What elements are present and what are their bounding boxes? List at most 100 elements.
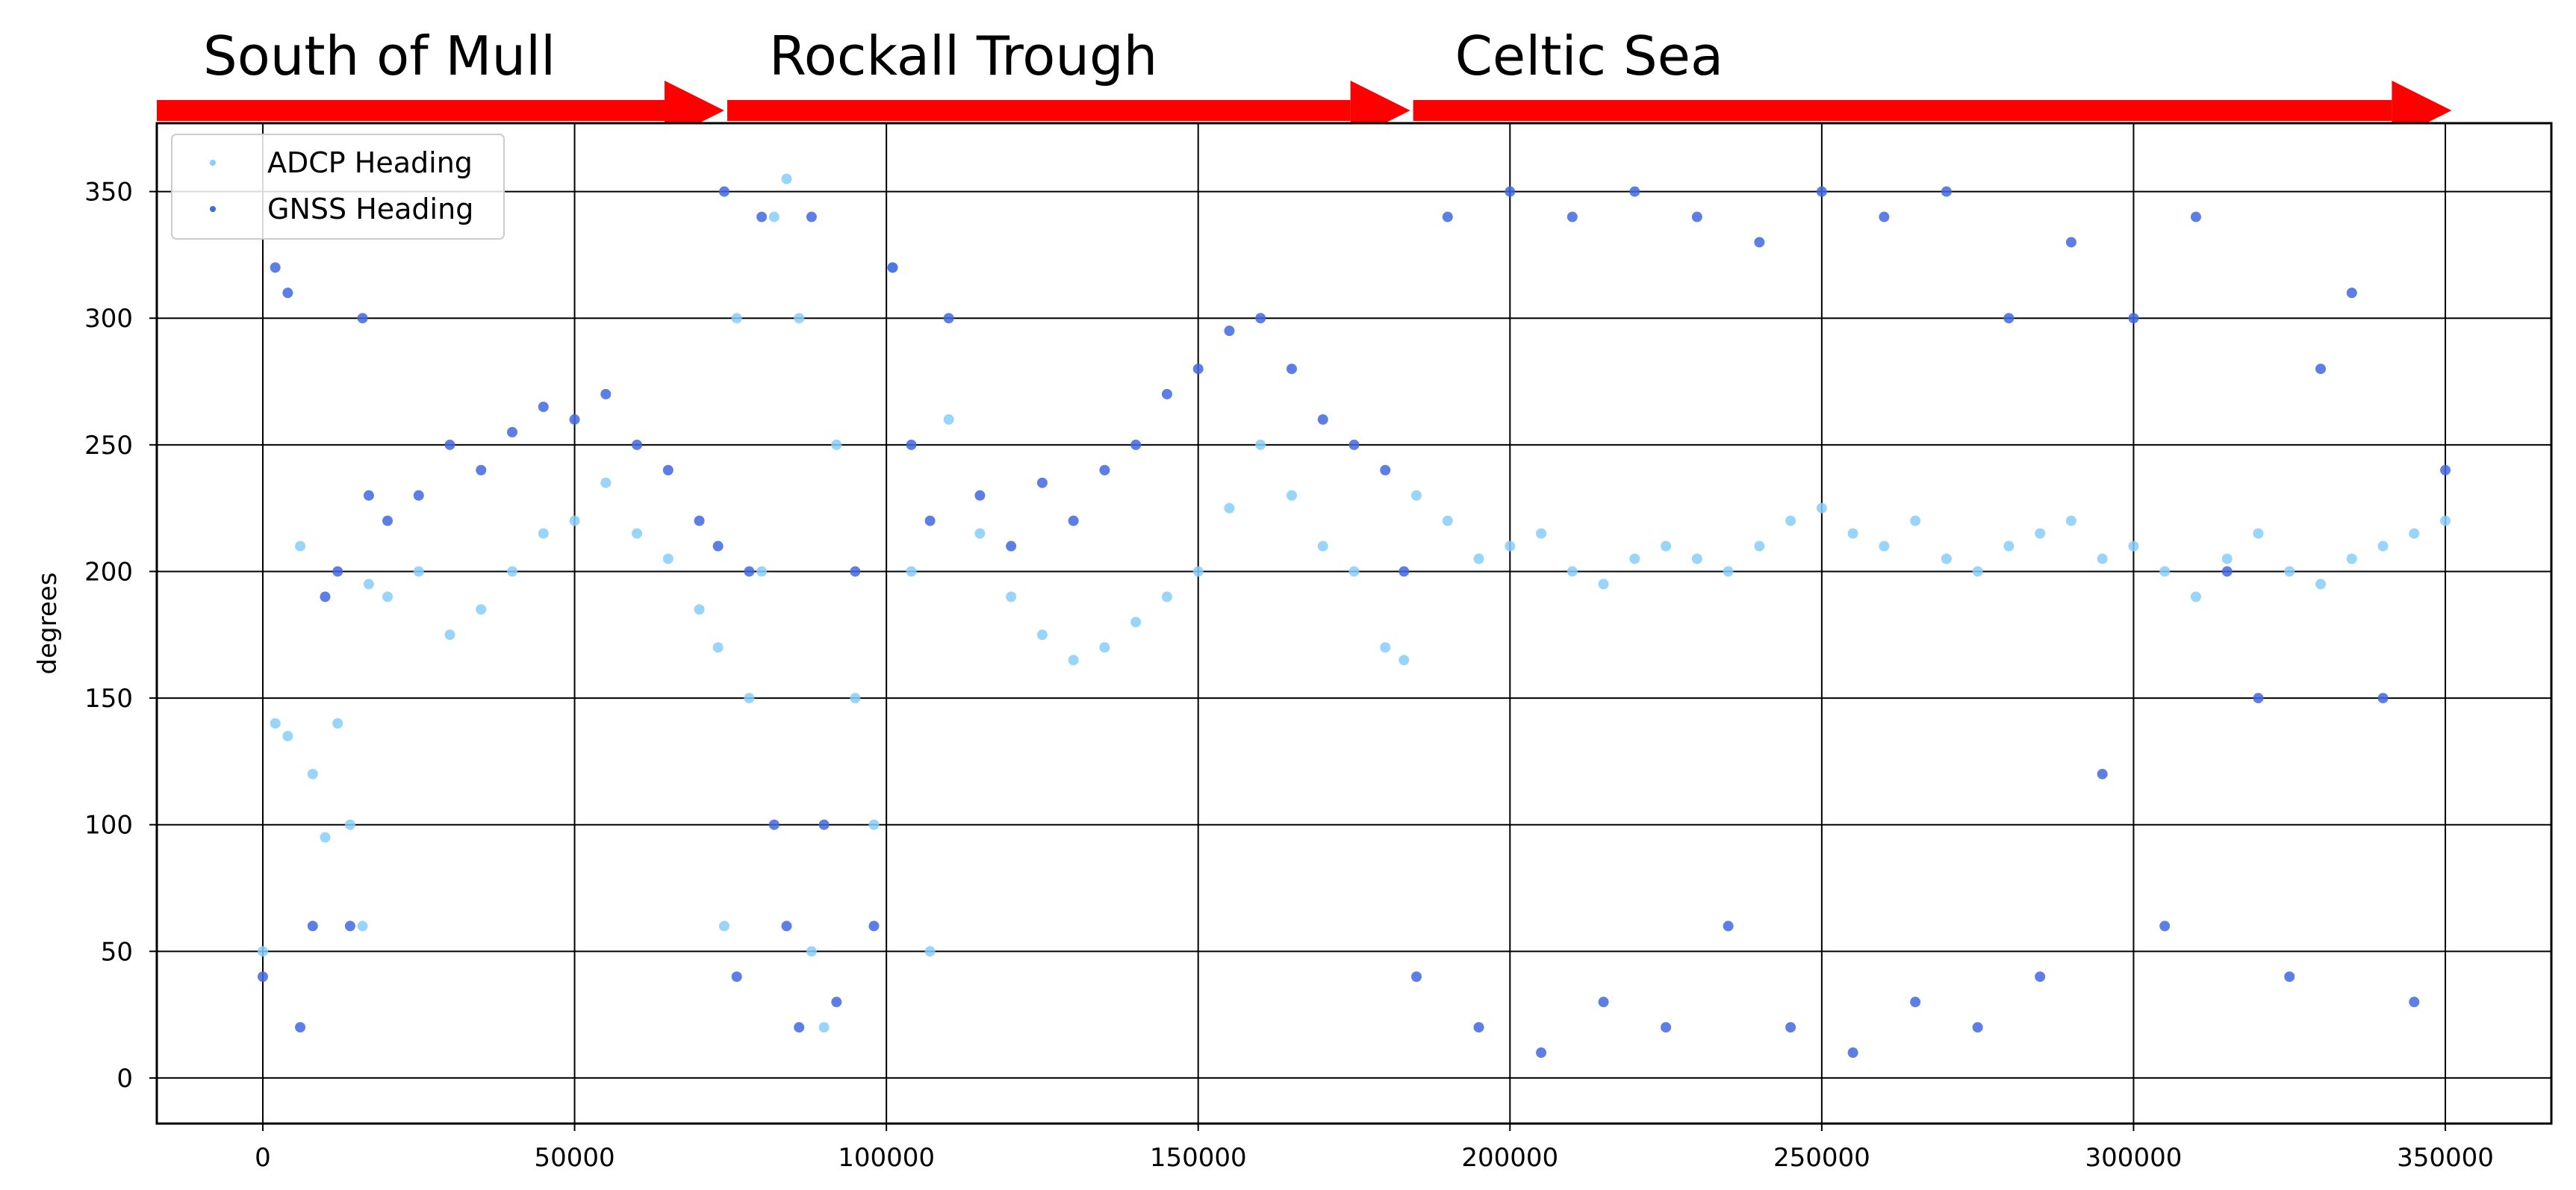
adcp-heading-series <box>257 173 2451 1033</box>
adcp-heading-point <box>2284 566 2295 577</box>
gnss-heading-point <box>768 819 780 830</box>
adcp-heading-point <box>924 946 936 957</box>
adcp-heading-point <box>2253 528 2264 539</box>
gnss-heading-point <box>831 997 842 1008</box>
legend-label-gnss: GNSS Heading <box>267 193 473 225</box>
adcp-heading-point <box>1754 541 1765 552</box>
x-tick-label: 350000 <box>2397 1143 2494 1173</box>
y-tick-label: 150 <box>84 684 133 714</box>
gnss-heading-point <box>731 971 742 982</box>
adcp-heading-point <box>2003 541 2015 552</box>
gnss-heading-point <box>1691 211 1702 222</box>
gnss-heading-point <box>2159 920 2171 932</box>
adcp-heading-point <box>1224 502 1235 514</box>
adcp-heading-point <box>1442 515 1453 526</box>
adcp-heading-point <box>1536 528 1547 539</box>
gnss-heading-point <box>1068 515 1079 526</box>
gnss-heading-point <box>569 414 580 425</box>
data-marks <box>257 173 2451 1059</box>
plot-area <box>157 123 2551 1124</box>
gnss-heading-point <box>344 920 355 932</box>
region-label-3: Celtic Sea <box>1455 25 1723 87</box>
adcp-heading-point <box>868 819 880 830</box>
adcp-heading-point <box>943 414 954 425</box>
gnss-heading-point <box>1036 477 1048 488</box>
adcp-heading-point <box>2221 553 2233 564</box>
adcp-heading-point <box>2065 515 2076 526</box>
adcp-heading-point <box>632 528 643 539</box>
gnss-heading-point <box>1536 1047 1547 1059</box>
adcp-heading-point <box>662 553 673 564</box>
legend-marker-adcp <box>210 160 216 166</box>
adcp-heading-point <box>363 579 374 590</box>
gnss-heading-point <box>1754 237 1765 248</box>
gnss-heading-point <box>307 920 318 932</box>
gnss-heading-point <box>2190 211 2201 222</box>
x-tick-label: 150000 <box>1150 1143 1247 1173</box>
gnss-heading-point <box>1286 364 1297 375</box>
gnss-heading-point <box>1411 971 1422 982</box>
gnss-heading-point <box>1598 997 1609 1008</box>
adcp-heading-point <box>1192 566 1204 577</box>
adcp-heading-point <box>257 946 268 957</box>
gnss-heading-point <box>974 490 986 501</box>
adcp-heading-point <box>974 528 986 539</box>
gnss-heading-point <box>1816 186 1827 197</box>
adcp-heading-point <box>1411 490 1422 501</box>
gnss-heading-point <box>781 920 792 932</box>
y-tick-label: 200 <box>84 557 133 587</box>
adcp-heading-point <box>1972 566 1983 577</box>
adcp-heading-point <box>1598 579 1609 590</box>
adcp-heading-point <box>1255 439 1266 450</box>
y-tick-label: 50 <box>101 937 133 967</box>
adcp-heading-point <box>794 313 805 324</box>
gnss-heading-point <box>444 439 455 450</box>
gnss-heading-point <box>1910 997 1921 1008</box>
gnss-heading-point <box>2346 287 2357 299</box>
region-arrow-shaft <box>727 100 1351 121</box>
x-tick-label: 0 <box>255 1143 271 1173</box>
adcp-heading-point <box>806 946 817 957</box>
adcp-heading-point <box>295 541 306 552</box>
gnss-heading-point <box>924 515 936 526</box>
adcp-heading-point <box>270 718 281 729</box>
gnss-heading-point <box>2097 768 2108 779</box>
gnss-heading-point <box>357 313 368 324</box>
gnss-heading-point <box>1723 920 1734 932</box>
region-labels: South of Mull Rockall Trough Celtic Sea <box>203 25 1723 87</box>
adcp-heading-point <box>1380 642 1391 653</box>
region-arrow-shaft <box>1413 100 2392 121</box>
gnss-heading-point <box>943 313 954 324</box>
adcp-heading-point <box>444 629 455 641</box>
adcp-heading-point <box>320 832 331 843</box>
gnss-heading-point <box>2003 313 2015 324</box>
x-tick-label: 200000 <box>1461 1143 1558 1173</box>
adcp-heading-point <box>357 920 368 932</box>
adcp-heading-point <box>382 591 393 602</box>
gnss-heading-point <box>1661 1022 1672 1033</box>
adcp-heading-point <box>718 920 729 932</box>
adcp-heading-point <box>1629 553 1640 564</box>
gnss-heading-point <box>1348 439 1360 450</box>
gnss-heading-point <box>1567 211 1578 222</box>
adcp-heading-point <box>1723 566 1734 577</box>
gnss-heading-point <box>282 287 293 299</box>
adcp-heading-point <box>712 642 724 653</box>
gnss-heading-point <box>295 1022 306 1033</box>
gnss-heading-point <box>818 819 830 830</box>
adcp-heading-point <box>1130 617 1142 628</box>
gnss-heading-point <box>1006 541 1017 552</box>
adcp-heading-point <box>1505 541 1516 552</box>
adcp-heading-point <box>1691 553 1702 564</box>
gnss-heading-series <box>257 186 2451 1059</box>
gnss-heading-point <box>2035 971 2046 982</box>
gnss-heading-point <box>363 490 374 501</box>
adcp-heading-point <box>538 528 549 539</box>
gnss-heading-point <box>2128 313 2139 324</box>
adcp-heading-point <box>2346 553 2357 564</box>
gnss-heading-point <box>1099 464 1110 476</box>
y-tick-labels: 0 50 100 150 200 250 300 350 <box>84 178 157 1094</box>
gnss-heading-point <box>1380 464 1391 476</box>
adcp-heading-point <box>1661 541 1672 552</box>
